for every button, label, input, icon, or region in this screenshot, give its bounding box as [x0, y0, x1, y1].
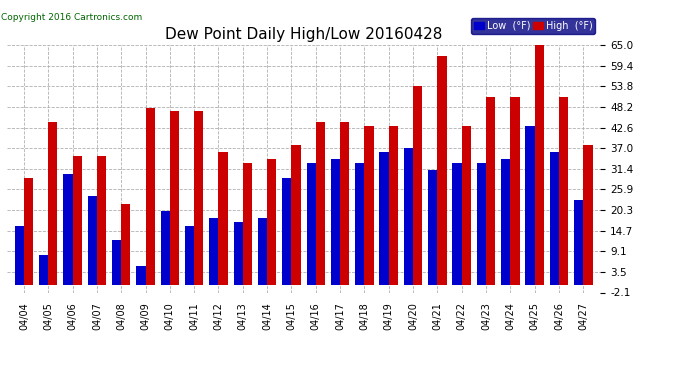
- Bar: [388, 126, 398, 285]
- Bar: [219, 152, 228, 285]
- Bar: [331, 159, 340, 285]
- Bar: [14, 226, 24, 285]
- Bar: [511, 97, 520, 285]
- Bar: [121, 204, 130, 285]
- Bar: [146, 108, 155, 285]
- Legend: Low  (°F), High  (°F): Low (°F), High (°F): [471, 18, 595, 33]
- Bar: [161, 211, 170, 285]
- Bar: [88, 196, 97, 285]
- Bar: [72, 156, 82, 285]
- Bar: [380, 152, 388, 285]
- Bar: [501, 159, 511, 285]
- Bar: [209, 218, 219, 285]
- Bar: [258, 218, 267, 285]
- Bar: [583, 145, 593, 285]
- Bar: [535, 45, 544, 285]
- Bar: [477, 163, 486, 285]
- Bar: [291, 145, 301, 285]
- Bar: [574, 200, 583, 285]
- Bar: [48, 123, 57, 285]
- Bar: [340, 123, 349, 285]
- Bar: [364, 126, 374, 285]
- Bar: [233, 222, 243, 285]
- Bar: [453, 163, 462, 285]
- Bar: [24, 178, 33, 285]
- Bar: [97, 156, 106, 285]
- Bar: [486, 97, 495, 285]
- Text: Copyright 2016 Cartronics.com: Copyright 2016 Cartronics.com: [1, 13, 142, 22]
- Bar: [428, 170, 437, 285]
- Bar: [39, 255, 48, 285]
- Bar: [282, 178, 291, 285]
- Bar: [112, 240, 121, 285]
- Bar: [137, 266, 146, 285]
- Bar: [550, 152, 559, 285]
- Bar: [63, 174, 72, 285]
- Bar: [559, 97, 568, 285]
- Title: Dew Point Daily High/Low 20160428: Dew Point Daily High/Low 20160428: [165, 27, 442, 42]
- Bar: [404, 148, 413, 285]
- Bar: [194, 111, 204, 285]
- Bar: [316, 123, 325, 285]
- Bar: [170, 111, 179, 285]
- Bar: [437, 56, 446, 285]
- Bar: [185, 226, 194, 285]
- Bar: [355, 163, 364, 285]
- Bar: [243, 163, 252, 285]
- Bar: [525, 126, 535, 285]
- Bar: [413, 86, 422, 285]
- Bar: [462, 126, 471, 285]
- Bar: [306, 163, 316, 285]
- Bar: [267, 159, 277, 285]
